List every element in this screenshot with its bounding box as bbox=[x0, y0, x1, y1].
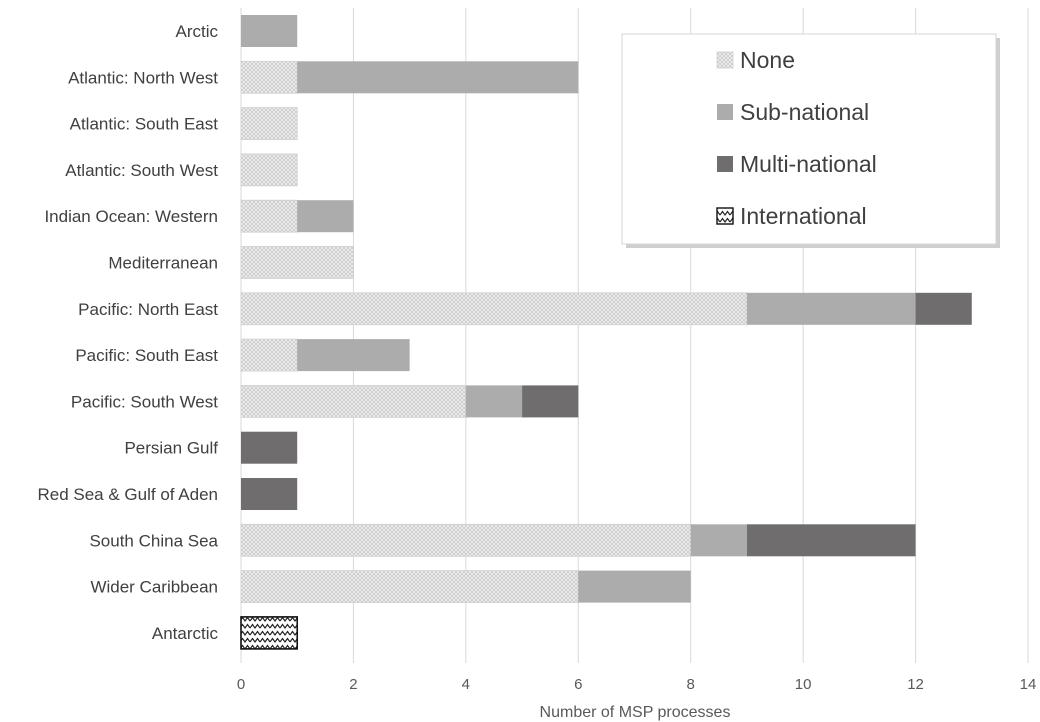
category-labels: Arctic Atlantic: North West Atlantic: Sout… bbox=[37, 22, 218, 643]
category-label-atlantic-south-west: Atlantic: South West bbox=[65, 161, 218, 180]
category-label-red-sea-and-gulf-of-aden: Red Sea & Gulf of Aden bbox=[37, 485, 218, 504]
x-tick-label-2: 2 bbox=[349, 676, 357, 693]
bar-south-china-sea-sub-national bbox=[690, 524, 747, 557]
bar-atlantic-south-east-none bbox=[240, 107, 298, 140]
bar-pacific-north-east-sub-national bbox=[746, 292, 916, 325]
bar-south-china-sea-multi-national bbox=[746, 524, 916, 557]
bar-pacific-north-east-none bbox=[240, 292, 748, 326]
bar-wider-caribbean-sub-national bbox=[578, 570, 691, 603]
x-tick-label-4: 4 bbox=[462, 676, 470, 693]
bar-indian-ocean-western-none bbox=[240, 199, 298, 233]
x-tick-label-14: 14 bbox=[1020, 676, 1037, 693]
category-label-atlantic-north-west: Atlantic: North West bbox=[68, 68, 218, 87]
bar-atlantic-south-west-none bbox=[240, 153, 298, 187]
bar-pacific-south-west-none bbox=[240, 384, 467, 418]
legend-label-none: None bbox=[740, 47, 795, 73]
category-label-pacific-south-east: Pacific: South East bbox=[75, 346, 218, 365]
category-label-antarctic: Antarctic bbox=[152, 624, 219, 643]
x-tick-label-8: 8 bbox=[687, 676, 695, 693]
x-tick-label-6: 6 bbox=[574, 676, 582, 693]
bar-pacific-south-west-multi-national bbox=[522, 385, 579, 418]
legend-label-sub-national: Sub-national bbox=[740, 99, 869, 125]
x-tick-labels: 0 2 4 6 8 10 12 14 bbox=[237, 676, 1037, 693]
legend-box bbox=[621, 33, 997, 245]
x-tick-label-10: 10 bbox=[795, 676, 812, 693]
bar-south-china-sea-none bbox=[240, 523, 692, 557]
category-label-atlantic-south-east: Atlantic: South East bbox=[70, 115, 219, 134]
bar-antarctic-international bbox=[240, 616, 299, 650]
x-tick-label-0: 0 bbox=[237, 676, 245, 693]
bars bbox=[240, 15, 972, 650]
category-label-pacific-south-west: Pacific: South West bbox=[71, 392, 218, 411]
bar-indian-ocean-western-sub-national bbox=[297, 200, 354, 233]
category-label-pacific-north-east: Pacific: North East bbox=[78, 300, 218, 319]
legend-swatch-international bbox=[716, 207, 734, 225]
x-axis-title: Number of MSP processes bbox=[540, 704, 731, 721]
bar-wider-caribbean-none bbox=[240, 570, 579, 603]
legend-swatch-sub-national bbox=[717, 104, 733, 120]
bar-pacific-south-west-sub-national bbox=[465, 385, 523, 418]
category-label-wider-caribbean: Wider Caribbean bbox=[90, 578, 218, 597]
bar-pacific-south-east-none bbox=[240, 338, 298, 372]
legend: None Sub-national Multi-national Internatio… bbox=[621, 33, 1000, 248]
category-label-indian-ocean-western: Indian Ocean: Western bbox=[44, 207, 218, 226]
bar-atlantic-north-west-sub-national bbox=[297, 61, 579, 94]
bar-mediterranean-none bbox=[240, 246, 354, 279]
bar-red-sea-and-gulf-of-aden-multi-national bbox=[241, 478, 298, 510]
category-label-persian-gulf: Persian Gulf bbox=[124, 439, 218, 458]
legend-swatch-none bbox=[716, 51, 734, 69]
bar-atlantic-north-west-none bbox=[240, 60, 298, 94]
bar-arctic-sub-national bbox=[241, 15, 298, 47]
x-tick-label-12: 12 bbox=[907, 676, 924, 693]
bar-pacific-north-east-multi-national bbox=[915, 292, 972, 325]
legend-label-international: International bbox=[740, 203, 867, 229]
category-label-south-china-sea: South China Sea bbox=[89, 531, 218, 550]
category-label-mediterranean: Mediterranean bbox=[108, 254, 218, 273]
bar-persian-gulf-multi-national bbox=[241, 431, 298, 464]
legend-label-multi-national: Multi-national bbox=[740, 151, 877, 177]
legend-swatch-multi-national bbox=[717, 156, 733, 172]
bar-pacific-south-east-sub-national bbox=[297, 339, 410, 372]
category-label-arctic: Arctic bbox=[176, 22, 219, 41]
